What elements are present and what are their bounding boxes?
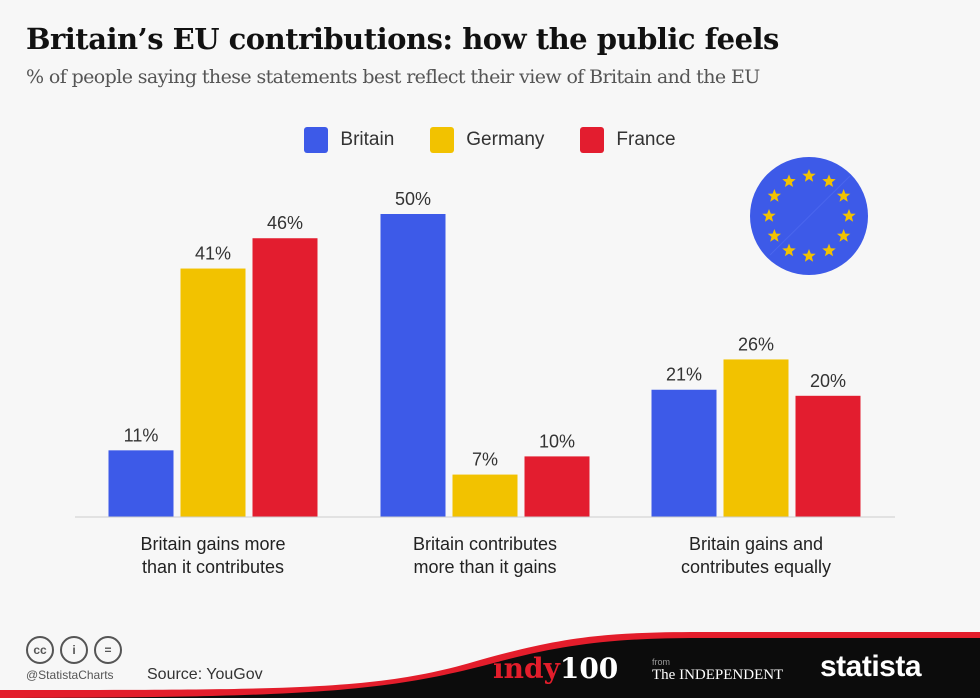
bar-france bbox=[524, 456, 590, 517]
legend-swatch bbox=[304, 127, 329, 153]
category-label: Britain gains more bbox=[140, 534, 285, 554]
bar-germany bbox=[452, 474, 518, 517]
category-label: than it contributes bbox=[142, 557, 284, 577]
footer-band bbox=[0, 638, 980, 698]
chart-title: Britain’s EU contributions: how the publ… bbox=[26, 22, 779, 56]
data-label: 20% bbox=[810, 371, 846, 391]
legend-label: France bbox=[616, 129, 676, 150]
category-label: Britain gains and bbox=[689, 534, 823, 554]
data-label: 46% bbox=[267, 213, 303, 233]
legend: Britain Germany France bbox=[0, 127, 980, 153]
bar-germany bbox=[180, 268, 246, 517]
eu-flag-icon bbox=[750, 157, 868, 275]
star-icon bbox=[842, 209, 856, 222]
statista-handle: @StatistaCharts bbox=[26, 668, 114, 682]
legend-label: Germany bbox=[466, 129, 545, 150]
star-icon bbox=[802, 169, 816, 182]
star-icon bbox=[822, 174, 836, 187]
bar-france bbox=[252, 238, 318, 518]
bar-britain bbox=[108, 450, 174, 517]
category-label: more than it gains bbox=[413, 557, 556, 577]
source: Source: YouGov bbox=[147, 666, 263, 683]
star-icon bbox=[822, 243, 836, 257]
legend-label: Britain bbox=[340, 129, 395, 150]
bar-britain bbox=[651, 389, 717, 517]
star-icon bbox=[782, 243, 796, 257]
star-icon bbox=[782, 174, 796, 187]
cc-icon: cc bbox=[26, 636, 54, 664]
indy100-logo: indy100 bbox=[493, 652, 619, 685]
bar-britain bbox=[380, 214, 446, 517]
cc-license-icons: cc i = bbox=[26, 636, 128, 664]
legend-swatch bbox=[580, 127, 605, 153]
legend-item-britain: Britain bbox=[304, 127, 394, 153]
bar-france bbox=[795, 395, 861, 517]
star-icon bbox=[762, 209, 776, 222]
bar-germany bbox=[723, 359, 789, 517]
independent-logo: The INDEPENDENT bbox=[652, 667, 784, 683]
data-label: 26% bbox=[738, 334, 774, 354]
star-icon bbox=[767, 189, 781, 202]
star-icon bbox=[802, 249, 816, 262]
star-icon bbox=[837, 229, 851, 242]
data-label: 11% bbox=[124, 425, 159, 445]
chart-subtitle: % of people saying these statements best… bbox=[26, 66, 760, 88]
legend-swatch bbox=[430, 127, 455, 153]
data-label: 41% bbox=[195, 244, 231, 264]
star-icon bbox=[767, 229, 781, 242]
star-icon bbox=[837, 189, 851, 202]
category-label: Britain contributes bbox=[413, 534, 557, 554]
category-label: contributes equally bbox=[681, 557, 831, 577]
from-label: from bbox=[652, 657, 670, 667]
attribution-icon: i bbox=[60, 636, 88, 664]
statista-logo: statista bbox=[820, 650, 922, 683]
no-derivatives-icon: = bbox=[94, 636, 122, 664]
data-label: 50% bbox=[395, 189, 431, 209]
data-label: 21% bbox=[666, 365, 702, 385]
legend-item-germany: Germany bbox=[430, 127, 544, 153]
legend-item-france: France bbox=[580, 127, 676, 153]
data-label: 10% bbox=[539, 431, 575, 451]
data-label: 7% bbox=[472, 450, 498, 470]
